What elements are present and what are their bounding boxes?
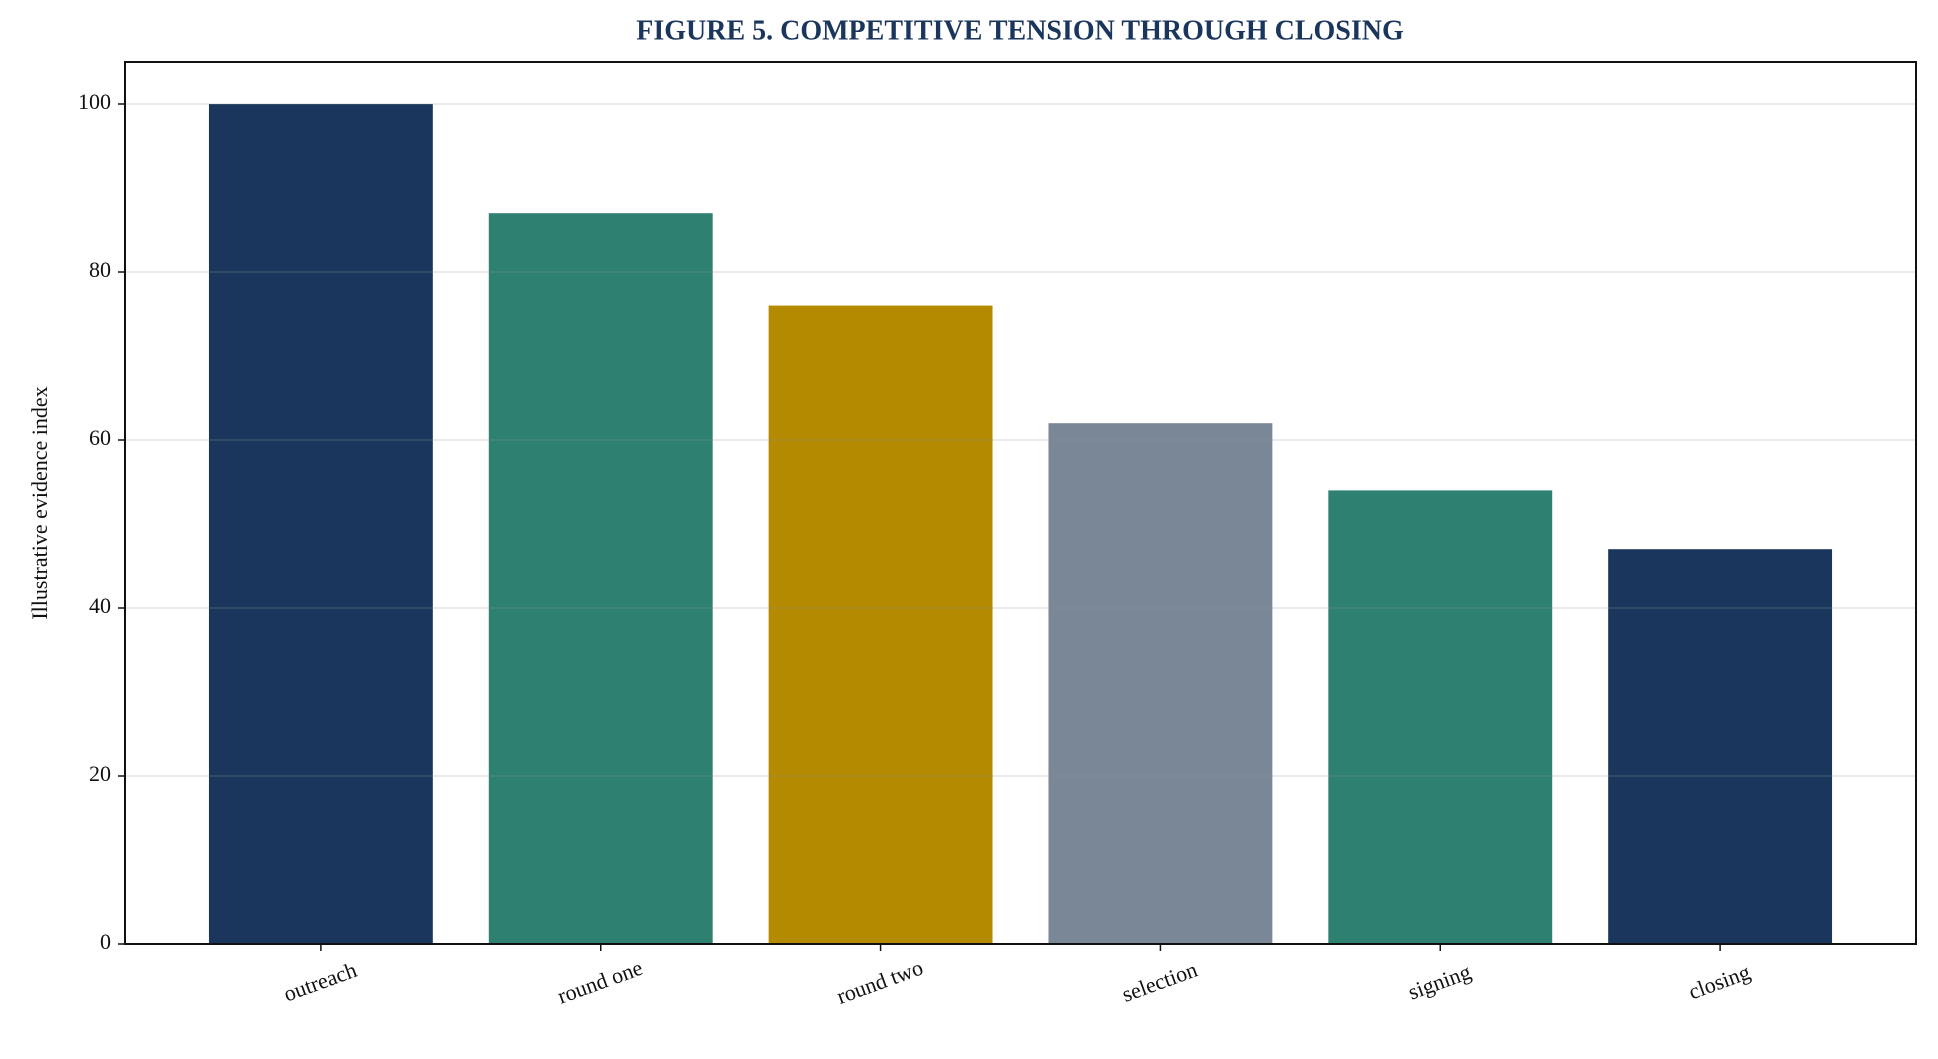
plot-frame: [124, 61, 1917, 945]
y-tick-label: 0: [100, 929, 111, 954]
x-tick-label: selection: [1119, 957, 1201, 1007]
bar: [488, 213, 713, 944]
y-tick-label: 40: [89, 593, 111, 618]
x-tick-label: outreach: [280, 957, 360, 1006]
bar: [1608, 549, 1833, 944]
bar: [208, 104, 433, 944]
y-tick-label: 80: [89, 257, 111, 282]
chart-title: FIGURE 5. COMPETITIVE TENSION THROUGH CL…: [636, 15, 1404, 46]
y-tick-label: 100: [78, 89, 111, 114]
y-tick-label: 60: [89, 425, 111, 450]
y-axis-label: Illustrative evidence index: [27, 386, 52, 619]
x-tick-label: round one: [554, 955, 646, 1009]
y-tick-label: 20: [89, 761, 111, 786]
bar: [1048, 423, 1273, 944]
bar: [1328, 490, 1553, 944]
x-tick-label: signing: [1405, 959, 1474, 1005]
bar: [768, 305, 993, 945]
x-tick-label: round two: [833, 955, 926, 1009]
x-tick-label: closing: [1685, 959, 1753, 1004]
